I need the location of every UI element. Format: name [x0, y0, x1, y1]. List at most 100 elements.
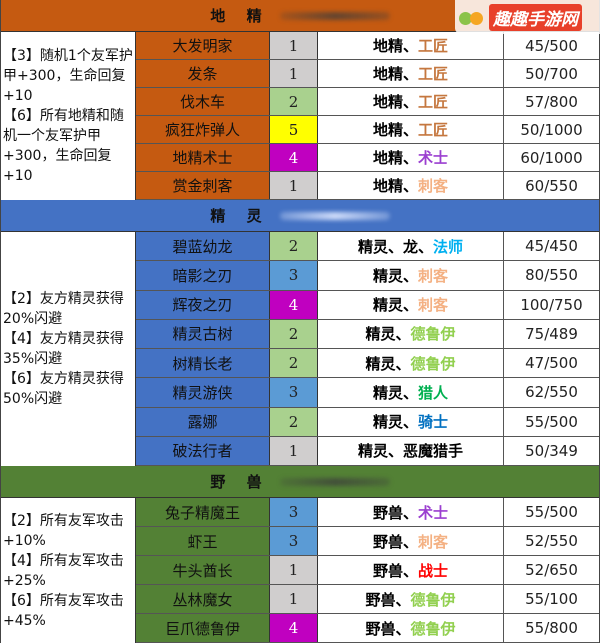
table-row: 伐木车 2 地精、 工匠 57/800 [136, 88, 599, 116]
section-header: 野 兽 [1, 466, 599, 498]
table-row: 疯狂炸弹人 5 地精、 工匠 50/1000 [136, 116, 599, 144]
section-title: 野 兽 [210, 473, 270, 491]
hero-cost: 3 [270, 527, 318, 555]
hero-cost: 2 [270, 349, 318, 378]
table-row: 虾王 3 野兽、 刺客 52/550 [136, 527, 599, 556]
hero-rows: 兔子精魔王 3 野兽、 术士 55/500 虾王 3 野兽、 刺客 52/550 牛头酋… [136, 498, 599, 643]
hero-name: 虾王 [136, 527, 270, 555]
table-row: 破法行者 1 精灵、恶魔猎手 50/349 [136, 436, 599, 466]
hero-traits: 精灵、 骑士 [318, 407, 504, 436]
hero-class: 刺客 [418, 177, 449, 195]
logo-text: 趣趣手游网 [489, 3, 582, 31]
hero-race: 地精、 [372, 93, 418, 111]
hero-stats: 50/700 [525, 64, 578, 83]
hero-stats: 62/550 [525, 383, 578, 402]
hero-name: 牛头酋长 [136, 556, 270, 584]
table-row: 露娜 2 精灵、 骑士 55/500 [136, 407, 599, 437]
hero-traits: 精灵、 猎人 [318, 378, 504, 407]
hero-rows: 碧蓝幼龙 2 精灵、龙、 法师 45/450 暗影之刃 3 精灵、 刺客 80/550… [136, 232, 599, 466]
section-body: 【3】随机1个友军护甲+300，生命回复+10 【6】所有地精和随机一个友军护甲… [1, 32, 599, 200]
section-body: 【2】友方精灵获得20%闪避 【4】友方精灵获得35%闪避 【6】友方精灵获得5… [1, 232, 599, 466]
hero-class: 德鲁伊 [410, 354, 456, 373]
hero-name: 巨爪德鲁伊 [136, 614, 270, 642]
hero-race: 地精、 [372, 65, 418, 83]
hero-cost: 4 [270, 144, 318, 171]
hero-class: 术士 [418, 149, 449, 167]
synergy-description: 【3】随机1个友军护甲+300，生命回复+10 【6】所有地精和随机一个友军护甲… [1, 32, 136, 200]
site-logo: 趣趣手游网 [455, 0, 600, 34]
hero-class: 骑士 [418, 413, 449, 432]
hero-race: 野兽、 [365, 619, 411, 638]
hero-name: 赏金刺客 [136, 172, 270, 199]
hero-stats: 60/550 [525, 176, 578, 195]
blurred-text [279, 11, 390, 20]
hero-name: 精灵游侠 [136, 378, 270, 407]
hero-rows: 大发明家 1 地精、 工匠 45/500 发条 1 地精、 工匠 50/700 伐木车 … [136, 32, 599, 200]
table-row: 精灵古树 2 精灵、 德鲁伊 75/489 [136, 319, 599, 349]
hero-cost: 2 [270, 319, 318, 348]
hero-cost: 1 [270, 436, 318, 465]
section-gnome: 地 精 【3】随机1个友军护甲+300，生命回复+10 【6】所有地精和随机一个… [0, 0, 600, 200]
hero-class: 工匠 [418, 65, 449, 83]
table-row: 暗影之刃 3 精灵、 刺客 80/550 [136, 261, 599, 291]
hero-race: 野兽、 [372, 561, 418, 580]
hero-race: 地精、 [372, 121, 418, 139]
hero-traits: 精灵、 德鲁伊 [318, 349, 504, 378]
hero-cost: 3 [270, 261, 318, 290]
hero-race: 精灵、 [372, 266, 418, 285]
section-elf: 精 灵 【2】友方精灵获得20%闪避 【4】友方精灵获得35%闪避 【6】友方精… [0, 200, 600, 466]
hero-class: 刺客 [418, 266, 449, 285]
hero-traits: 野兽、 德鲁伊 [318, 614, 504, 642]
hero-name: 树精长老 [136, 349, 270, 378]
hero-traits: 地精、 工匠 [318, 88, 504, 115]
hero-race: 精灵、 [372, 413, 418, 432]
synergy-description: 【2】所有友军攻击+10% 【4】所有友军攻击+25% 【6】所有友军攻击+45… [1, 498, 136, 643]
hero-class: 工匠 [418, 93, 449, 111]
hero-race: 野兽、 [372, 503, 418, 522]
hero-traits: 精灵、 德鲁伊 [318, 319, 504, 348]
hero-traits: 野兽、 刺客 [318, 527, 504, 555]
table-row: 碧蓝幼龙 2 精灵、龙、 法师 45/450 [136, 232, 599, 262]
hero-stats: 75/489 [525, 324, 578, 343]
hero-name: 伐木车 [136, 88, 270, 115]
hero-stats: 45/450 [525, 237, 578, 256]
hero-traits: 精灵、 刺客 [318, 261, 504, 290]
hero-class: 德鲁伊 [410, 590, 456, 609]
table-row: 地精术士 4 地精、 术士 60/1000 [136, 144, 599, 172]
hero-stats: 55/500 [525, 503, 578, 521]
hero-race: 精灵、 [365, 325, 411, 344]
hero-name: 碧蓝幼龙 [136, 232, 270, 261]
hero-cost: 1 [270, 60, 318, 87]
section-header: 精 灵 [1, 200, 599, 232]
hero-traits: 地精、 刺客 [318, 172, 504, 199]
hero-name: 露娜 [136, 407, 270, 436]
hero-cost: 1 [270, 585, 318, 613]
hero-stats: 47/500 [525, 354, 578, 373]
section-body: 【2】所有友军攻击+10% 【4】所有友军攻击+25% 【6】所有友军攻击+45… [1, 498, 599, 643]
table-row: 兔子精魔王 3 野兽、 术士 55/500 [136, 498, 599, 527]
section-beast: 野 兽 【2】所有友军攻击+10% 【4】所有友军攻击+25% 【6】所有友军攻… [0, 466, 600, 643]
hero-name: 大发明家 [136, 32, 270, 59]
section-title: 地 精 [210, 7, 270, 25]
hero-race: 精灵、龙、 [357, 237, 433, 256]
blurred-text [279, 211, 390, 220]
gamepad-logo-icon [459, 6, 485, 28]
table-row: 丛林魔女 1 野兽、 德鲁伊 55/100 [136, 585, 599, 614]
hero-stats: 52/650 [525, 561, 578, 579]
hero-stats: 55/800 [525, 619, 578, 637]
hero-race: 地精、 [372, 177, 418, 195]
hero-name: 丛林魔女 [136, 585, 270, 613]
hero-name: 兔子精魔王 [136, 498, 270, 526]
hero-name: 精灵古树 [136, 319, 270, 348]
hero-cost: 4 [270, 614, 318, 642]
hero-stats: 45/500 [525, 36, 578, 55]
hero-traits: 精灵、龙、 法师 [318, 232, 504, 261]
hero-name: 破法行者 [136, 436, 270, 465]
hero-class: 术士 [418, 503, 449, 522]
hero-name: 疯狂炸弹人 [136, 116, 270, 143]
hero-stats: 55/500 [525, 412, 578, 431]
hero-stats: 50/349 [525, 441, 578, 460]
synergy-description: 【2】友方精灵获得20%闪避 【4】友方精灵获得35%闪避 【6】友方精灵获得5… [1, 232, 136, 466]
hero-cost: 3 [270, 378, 318, 407]
